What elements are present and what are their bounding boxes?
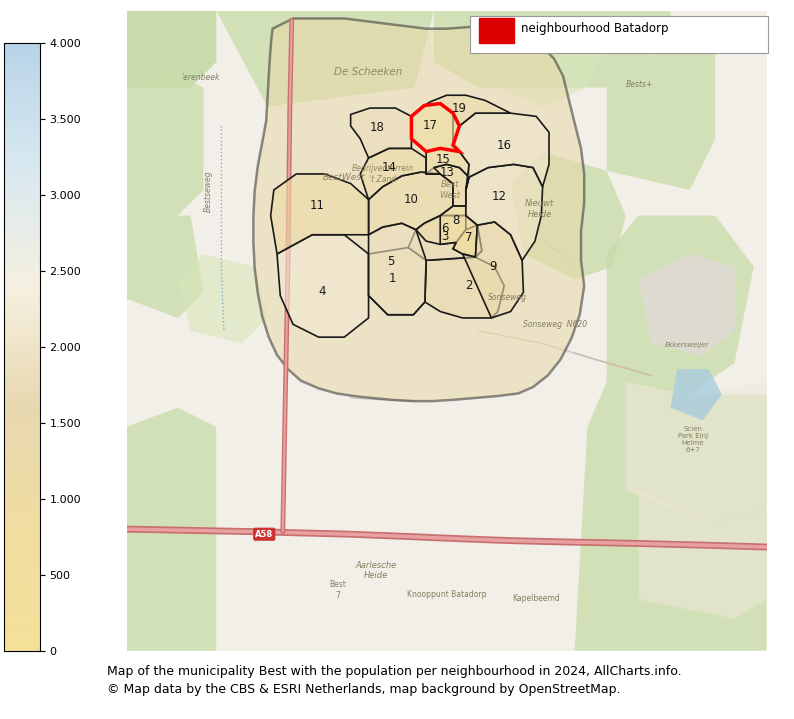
Text: Sonseweg  N620: Sonseweg N620: [523, 320, 588, 329]
Polygon shape: [351, 108, 411, 158]
Text: 6: 6: [441, 222, 449, 235]
Text: neighbourhood Batadorp: neighbourhood Batadorp: [522, 22, 669, 35]
Text: 14: 14: [382, 161, 396, 174]
Text: 19: 19: [452, 101, 467, 114]
Polygon shape: [424, 95, 511, 145]
Polygon shape: [408, 216, 482, 260]
Polygon shape: [607, 216, 754, 395]
Text: Best
7: Best 7: [330, 580, 346, 600]
Polygon shape: [368, 247, 426, 315]
Polygon shape: [575, 382, 766, 651]
Polygon shape: [453, 225, 482, 257]
Text: 4: 4: [318, 285, 326, 298]
Text: Knooppunt Batadorp: Knooppunt Batadorp: [407, 590, 487, 599]
Text: 5: 5: [387, 255, 394, 268]
Text: 2: 2: [465, 280, 472, 293]
Bar: [479, 19, 514, 42]
Text: 7: 7: [465, 232, 472, 244]
Polygon shape: [127, 11, 216, 88]
Text: Scien
Park Einj
Helme
6+7: Scien Park Einj Helme 6+7: [678, 426, 708, 453]
Text: © Map data by the CBS & ESRI Netherlands, map background by OpenStreetMap.: © Map data by the CBS & ESRI Netherlands…: [107, 683, 621, 696]
Polygon shape: [253, 19, 584, 401]
Text: 18: 18: [370, 121, 385, 134]
Text: Ekkersweijer: Ekkersweijer: [665, 342, 709, 348]
Polygon shape: [479, 24, 607, 106]
Polygon shape: [638, 254, 734, 357]
Text: Map of the municipality Best with the population per neighbourhood in 2024, AllC: Map of the municipality Best with the po…: [107, 665, 682, 678]
Polygon shape: [466, 165, 542, 260]
Polygon shape: [178, 254, 268, 344]
Polygon shape: [434, 11, 671, 88]
Polygon shape: [607, 42, 715, 190]
Text: Bests+: Bests+: [626, 80, 653, 89]
Polygon shape: [511, 152, 626, 280]
Polygon shape: [453, 113, 549, 190]
Polygon shape: [360, 148, 440, 200]
Text: 3: 3: [441, 229, 449, 242]
Text: Aarlesche
Heide: Aarlesche Heide: [356, 561, 397, 580]
Text: De Scheeken: De Scheeken: [334, 67, 403, 77]
Polygon shape: [411, 104, 460, 152]
Polygon shape: [416, 216, 466, 244]
Text: Nieuwt
Heide: Nieuwt Heide: [525, 199, 554, 219]
Text: 1: 1: [388, 272, 396, 285]
Polygon shape: [368, 172, 453, 234]
Text: 13: 13: [439, 165, 454, 178]
Text: BestWest: BestWest: [323, 173, 365, 182]
Polygon shape: [425, 257, 504, 318]
Text: Bedrijventerrein
't Zand: Bedrijventerrein 't Zand: [352, 164, 414, 183]
Polygon shape: [127, 75, 203, 216]
Text: 'erenbeek: 'erenbeek: [181, 73, 219, 83]
Polygon shape: [127, 190, 203, 318]
Polygon shape: [638, 490, 766, 618]
Polygon shape: [271, 174, 368, 254]
Polygon shape: [671, 369, 722, 421]
Text: 11: 11: [310, 199, 325, 212]
Text: Sonseweg: Sonseweg: [488, 293, 527, 302]
Text: 12: 12: [491, 190, 507, 203]
Polygon shape: [426, 165, 469, 206]
Text: Best
West: Best West: [439, 180, 461, 200]
Polygon shape: [127, 11, 434, 106]
Text: Kapelbeemd: Kapelbeemd: [512, 594, 560, 603]
Bar: [470, 16, 768, 53]
Polygon shape: [426, 148, 469, 177]
Polygon shape: [463, 222, 523, 318]
Polygon shape: [440, 206, 477, 257]
Text: 10: 10: [404, 193, 419, 206]
Text: Bestseweg: Bestseweg: [204, 170, 213, 212]
Text: 15: 15: [436, 152, 451, 166]
Text: 9: 9: [489, 260, 496, 273]
Text: 16: 16: [497, 139, 511, 152]
Text: A58: A58: [255, 530, 273, 539]
Text: 8: 8: [453, 214, 460, 227]
Polygon shape: [277, 234, 368, 337]
Polygon shape: [368, 223, 426, 315]
Polygon shape: [626, 382, 766, 523]
Polygon shape: [127, 408, 216, 651]
Text: 17: 17: [423, 119, 438, 132]
